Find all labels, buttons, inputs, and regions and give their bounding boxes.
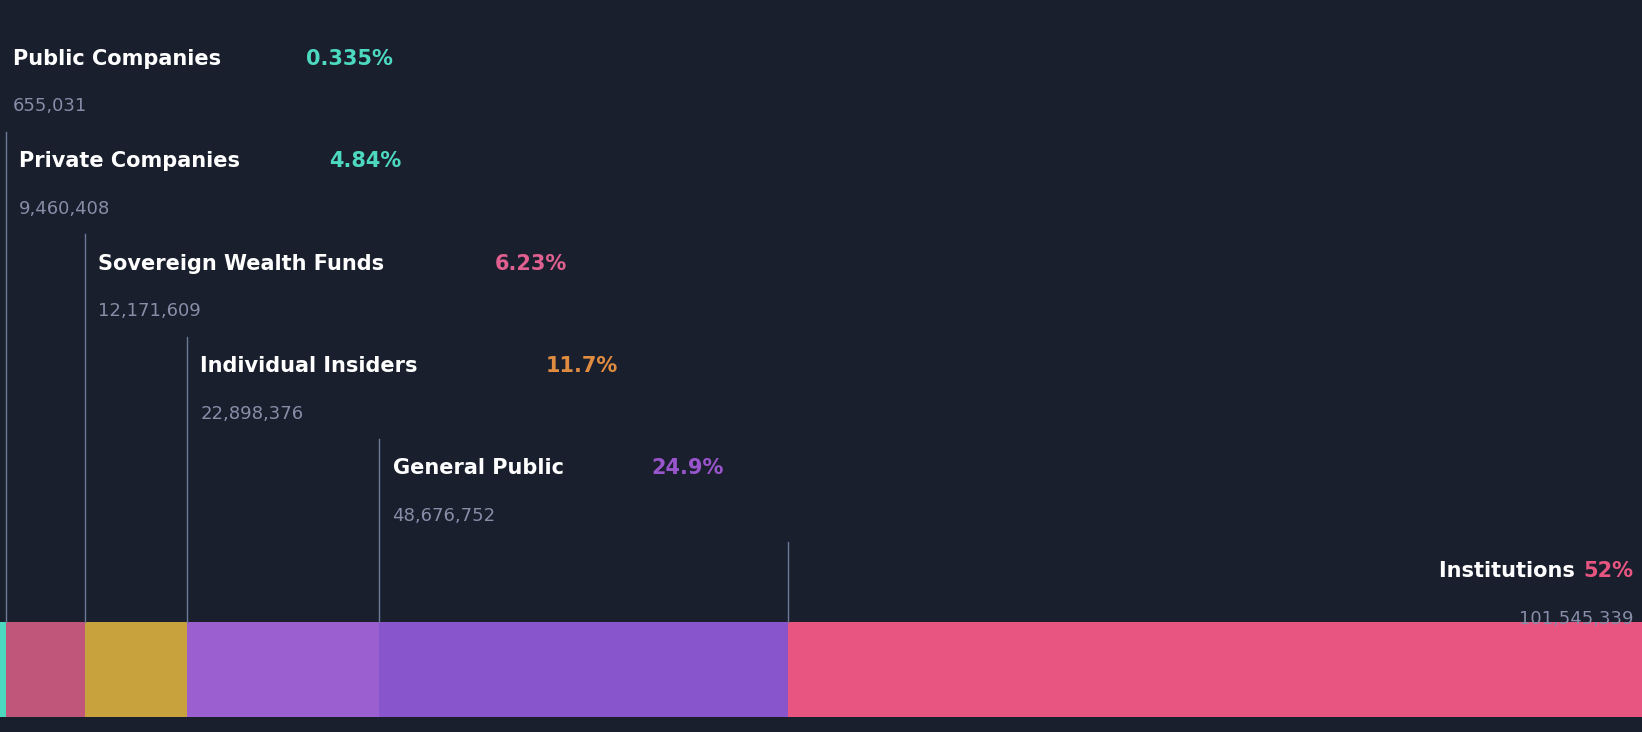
Text: 6.23%: 6.23% xyxy=(494,253,566,274)
Text: 22,898,376: 22,898,376 xyxy=(200,405,304,422)
Bar xyxy=(5,622,85,717)
Bar xyxy=(788,622,1642,717)
Text: 101,545,339: 101,545,339 xyxy=(1519,610,1634,627)
Text: 12,171,609: 12,171,609 xyxy=(99,302,200,320)
Text: 24.9%: 24.9% xyxy=(652,458,724,479)
Bar xyxy=(379,622,788,717)
Bar xyxy=(85,622,187,717)
Text: 0.335%: 0.335% xyxy=(307,48,392,69)
Text: 11.7%: 11.7% xyxy=(545,356,617,376)
Text: 4.84%: 4.84% xyxy=(328,151,401,171)
Text: Individual Insiders: Individual Insiders xyxy=(200,356,425,376)
Text: General Public: General Public xyxy=(392,458,571,479)
Bar xyxy=(0,622,5,717)
Text: 9,460,408: 9,460,408 xyxy=(18,200,110,217)
Bar xyxy=(187,622,379,717)
Text: Institutions: Institutions xyxy=(1438,561,1581,581)
Text: 655,031: 655,031 xyxy=(13,97,87,115)
Text: Public Companies: Public Companies xyxy=(13,48,228,69)
Text: Private Companies: Private Companies xyxy=(18,151,246,171)
Text: 48,676,752: 48,676,752 xyxy=(392,507,496,525)
Text: 52%: 52% xyxy=(1585,561,1634,581)
Text: Sovereign Wealth Funds: Sovereign Wealth Funds xyxy=(99,253,391,274)
